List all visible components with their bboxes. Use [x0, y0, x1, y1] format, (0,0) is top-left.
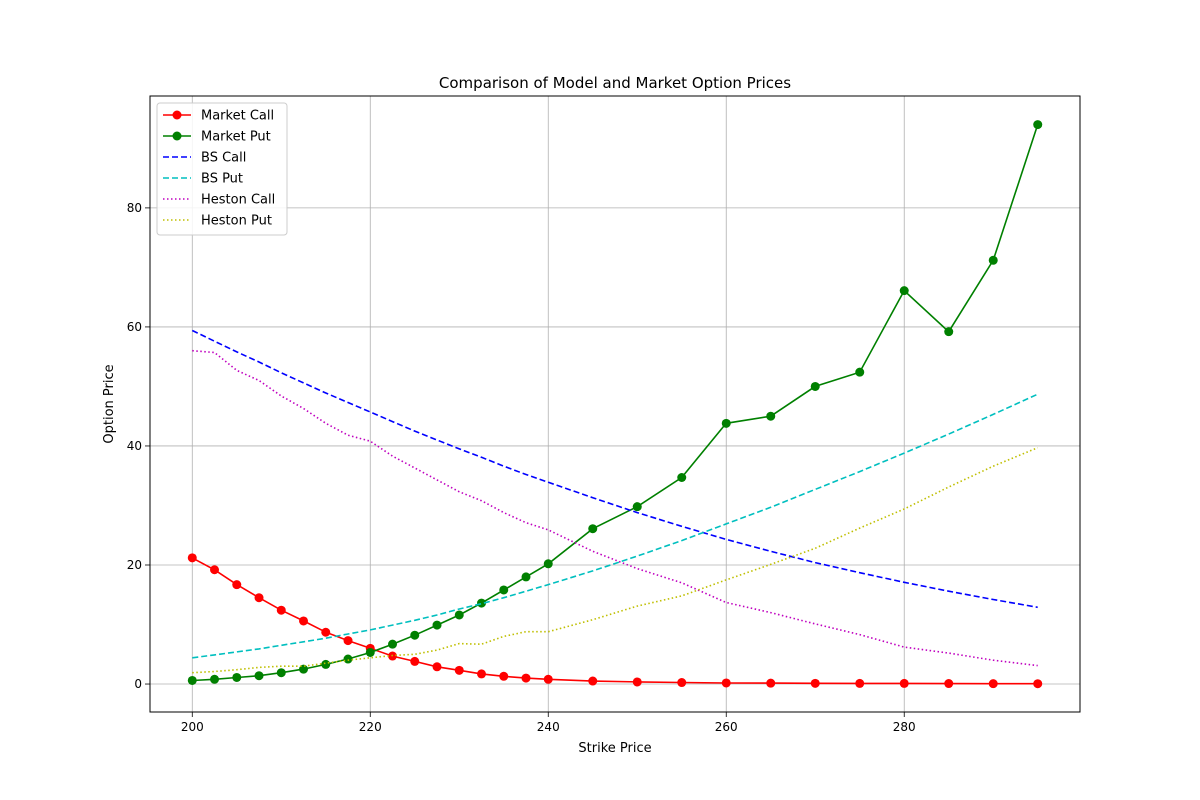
- data-point-market-put: [988, 255, 998, 265]
- data-point-market-put: [365, 647, 375, 657]
- series-heston-put: [192, 446, 1039, 674]
- legend-item-bs-put: BS Put: [163, 172, 243, 187]
- legend-item-market-put: Market Put: [163, 130, 271, 145]
- series-market-call: [187, 553, 1043, 689]
- legend-marker: [172, 110, 182, 120]
- legend-label: Heston Call: [201, 193, 275, 208]
- y-axis-label: Option Price: [102, 364, 117, 443]
- data-point-market-put: [721, 418, 731, 428]
- data-point-market-call: [499, 671, 509, 681]
- data-point-market-put: [810, 381, 820, 391]
- data-point-market-call: [343, 636, 353, 646]
- data-point-market-put: [588, 524, 598, 534]
- series-layer: [187, 120, 1043, 689]
- data-point-market-call: [855, 678, 865, 688]
- data-point-market-call: [944, 679, 954, 689]
- data-point-market-put: [855, 367, 865, 377]
- x-tick-label: 260: [715, 720, 738, 734]
- legend-label: Market Put: [201, 130, 271, 145]
- x-tick-label: 200: [181, 720, 204, 734]
- series-line-heston-put: [192, 446, 1039, 674]
- data-point-market-put: [944, 327, 954, 337]
- x-tick-label: 220: [359, 720, 382, 734]
- data-point-market-call: [410, 656, 420, 666]
- data-point-market-call: [588, 676, 598, 686]
- data-point-market-put: [499, 585, 509, 595]
- series-line-heston-call: [192, 349, 1038, 667]
- y-tick-label: 20: [127, 558, 142, 572]
- y-tick-label: 80: [127, 201, 142, 215]
- axis-ticks: 200 220 240 260 280 0 20 40 60 80: [127, 201, 916, 734]
- data-point-market-call: [299, 616, 309, 626]
- data-point-market-put: [543, 559, 553, 569]
- plot-frame: [149, 95, 1081, 713]
- data-point-market-call: [521, 673, 531, 683]
- data-point-market-call: [454, 665, 464, 675]
- data-point-market-put: [477, 598, 487, 608]
- data-point-market-put: [454, 610, 464, 620]
- legend-item-market-call: Market Call: [163, 109, 274, 124]
- series-heston-call: [192, 349, 1038, 667]
- data-point-market-call: [766, 678, 776, 688]
- data-point-market-call: [810, 678, 820, 688]
- data-point-market-put: [410, 630, 420, 640]
- series-market-put: [187, 120, 1043, 685]
- data-point-market-call: [721, 678, 731, 688]
- legend-label: BS Call: [201, 151, 246, 166]
- data-point-market-call: [276, 605, 286, 615]
- legend-item-heston-put: Heston Put: [163, 214, 272, 229]
- data-point-market-call: [432, 662, 442, 672]
- data-point-market-call: [677, 678, 687, 688]
- data-point-market-call: [210, 565, 220, 575]
- x-axis-label: Strike Price: [578, 741, 651, 756]
- data-point-market-put: [254, 671, 264, 681]
- series-line-bs-put: [192, 393, 1039, 659]
- legend-item-bs-call: BS Call: [163, 151, 246, 166]
- data-point-market-put: [343, 654, 353, 664]
- data-point-market-call: [988, 679, 998, 689]
- data-point-market-put: [388, 639, 398, 649]
- legend-marker: [172, 131, 182, 141]
- data-point-market-call: [477, 669, 487, 679]
- y-tick-label: 40: [127, 439, 142, 453]
- grid-lines: [150, 96, 1080, 712]
- y-tick-label: 60: [127, 320, 142, 334]
- data-point-market-call: [543, 674, 553, 684]
- series-line-market-call: [191, 557, 1038, 685]
- data-point-market-call: [321, 627, 331, 637]
- data-point-market-call: [1033, 679, 1043, 689]
- legend-label: BS Put: [201, 172, 243, 187]
- data-point-market-put: [521, 572, 531, 582]
- data-point-market-call: [632, 677, 642, 687]
- data-point-market-put: [899, 286, 909, 296]
- y-tick-label: 0: [134, 677, 142, 691]
- series-bs-call: [191, 329, 1038, 609]
- data-point-market-call: [232, 580, 242, 590]
- legend: Market Call Market Put BS Call BS Put Heston…: [156, 102, 288, 236]
- x-tick-label: 280: [893, 720, 916, 734]
- data-point-market-put: [766, 411, 776, 421]
- legend-label: Market Call: [201, 109, 274, 124]
- data-point-market-call: [899, 678, 909, 688]
- data-point-market-put: [1033, 120, 1043, 130]
- data-point-market-put: [210, 674, 220, 684]
- data-point-market-put: [187, 675, 197, 685]
- data-point-market-put: [276, 668, 286, 678]
- data-point-market-put: [677, 473, 687, 483]
- data-point-market-put: [632, 502, 642, 512]
- data-point-market-call: [187, 553, 197, 563]
- legend-label: Heston Put: [201, 214, 272, 229]
- data-point-market-put: [232, 672, 242, 682]
- data-point-market-put: [432, 620, 442, 630]
- series-line-bs-call: [191, 329, 1038, 609]
- x-tick-label: 240: [537, 720, 560, 734]
- series-line-market-put: [192, 124, 1039, 682]
- data-point-market-put: [321, 659, 331, 669]
- series-bs-put: [192, 393, 1039, 659]
- legend-item-heston-call: Heston Call: [163, 193, 275, 208]
- chart-title: Comparison of Model and Market Option Pr…: [439, 74, 791, 92]
- data-point-market-call: [254, 593, 264, 603]
